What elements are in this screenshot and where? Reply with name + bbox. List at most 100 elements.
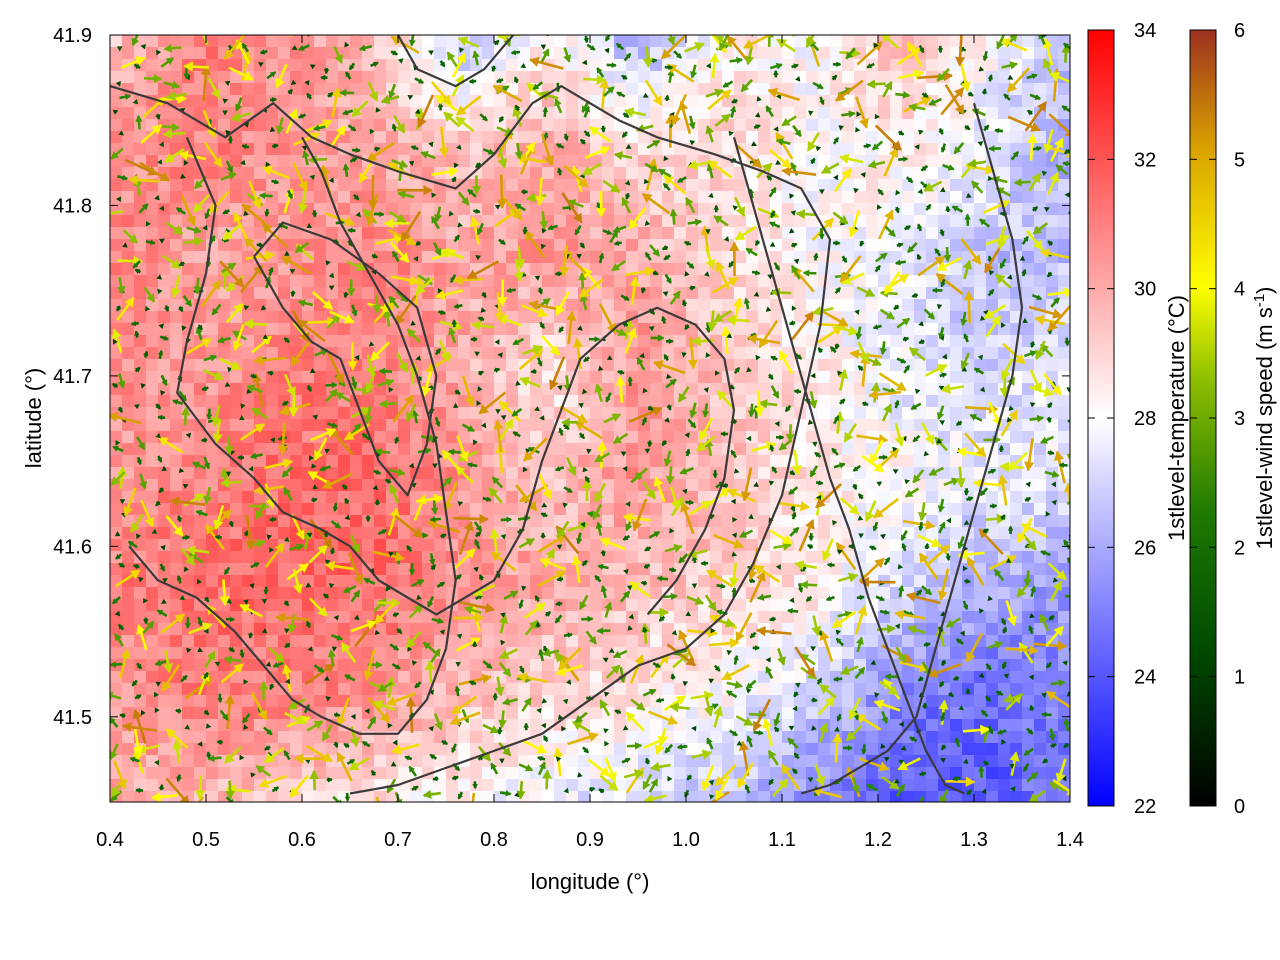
heatmap-cell (722, 227, 735, 240)
heatmap-cell (134, 491, 147, 504)
heatmap-cell (674, 587, 687, 600)
heatmap-cell (1034, 587, 1047, 600)
heatmap-cell (302, 539, 315, 552)
heatmap-cell (842, 383, 855, 396)
heatmap-cell (842, 119, 855, 132)
heatmap-cell (506, 455, 519, 468)
heatmap-cell (818, 119, 831, 132)
heatmap-cell (866, 623, 879, 636)
heatmap-cell (410, 227, 423, 240)
heatmap-cell (254, 119, 267, 132)
heatmap-cell (302, 731, 315, 744)
heatmap-cell (338, 659, 351, 672)
heatmap-cell (998, 83, 1011, 96)
heatmap-cell (794, 287, 807, 300)
heatmap-cell (566, 395, 579, 408)
heatmap-cell (1046, 479, 1059, 492)
heatmap-cell (566, 155, 579, 168)
heatmap-cell (566, 575, 579, 588)
heatmap-cell (434, 263, 447, 276)
heatmap-cell (254, 467, 267, 480)
heatmap-cell (554, 455, 567, 468)
heatmap-cell (386, 527, 399, 540)
heatmap-cell (206, 695, 219, 708)
heatmap-cell (950, 155, 963, 168)
heatmap-cell (194, 479, 207, 492)
heatmap-cell (422, 299, 435, 312)
heatmap-cell (938, 107, 951, 120)
heatmap-cell (938, 287, 951, 300)
heatmap-cell (194, 527, 207, 540)
heatmap-cell (434, 635, 447, 648)
heatmap-cell (914, 359, 927, 372)
heatmap-cell (1046, 227, 1059, 240)
heatmap-cell (686, 179, 699, 192)
heatmap-cell (998, 587, 1011, 600)
heatmap-cell (482, 35, 495, 48)
heatmap-cell (266, 431, 279, 444)
heatmap-cell (362, 395, 375, 408)
heatmap-cell (254, 527, 267, 540)
heatmap-cell (230, 347, 243, 360)
heatmap-cell (830, 191, 843, 204)
heatmap-cell (866, 335, 879, 348)
heatmap-cell (986, 491, 999, 504)
heatmap-cell (530, 551, 543, 564)
heatmap-cell (530, 47, 543, 60)
heatmap-cell (230, 419, 243, 432)
heatmap-cell (122, 47, 135, 60)
heatmap-cell (458, 203, 471, 216)
heatmap-cell (1034, 47, 1047, 60)
heatmap-cell (374, 143, 387, 156)
heatmap-cell (698, 47, 711, 60)
heatmap-cell (626, 683, 639, 696)
heatmap-cell (638, 95, 651, 108)
heatmap-cell (302, 47, 315, 60)
heatmap-cell (626, 359, 639, 372)
heatmap-cell (398, 575, 411, 588)
heatmap-cell (998, 143, 1011, 156)
heatmap-cell (614, 167, 627, 180)
heatmap-cell (254, 131, 267, 144)
heatmap-cell (506, 275, 519, 288)
heatmap-cell (422, 47, 435, 60)
heatmap-cell (758, 383, 771, 396)
heatmap-cell (590, 587, 603, 600)
heatmap-cell (650, 119, 663, 132)
heatmap-cell (518, 683, 531, 696)
heatmap-cell (818, 179, 831, 192)
heatmap-cell (926, 731, 939, 744)
heatmap-cell (218, 59, 231, 72)
heatmap-cell (554, 107, 567, 120)
heatmap-cell (530, 323, 543, 336)
heatmap-cell (938, 347, 951, 360)
heatmap-cell (290, 767, 303, 780)
heatmap-cell (110, 59, 123, 72)
heatmap-cell (710, 143, 723, 156)
heatmap-cell (950, 395, 963, 408)
heatmap-cell (866, 479, 879, 492)
heatmap-cell (302, 83, 315, 96)
heatmap-cell (962, 755, 975, 768)
heatmap-cell (134, 143, 147, 156)
heatmap-cell (374, 227, 387, 240)
heatmap-cell (746, 431, 759, 444)
heatmap-cell (446, 407, 459, 420)
heatmap-cell (614, 95, 627, 108)
heatmap-cell (362, 131, 375, 144)
heatmap-cell (170, 251, 183, 264)
heatmap-cell (350, 35, 363, 48)
heatmap-cell (482, 167, 495, 180)
heatmap-cell (314, 239, 327, 252)
heatmap-cell (806, 551, 819, 564)
heatmap-cell (974, 647, 987, 660)
heatmap-cell (986, 95, 999, 108)
heatmap-cell (938, 131, 951, 144)
heatmap-cell (614, 107, 627, 120)
heatmap-cell (686, 299, 699, 312)
heatmap-cell (530, 395, 543, 408)
heatmap-cell (962, 35, 975, 48)
heatmap-cell (194, 215, 207, 228)
heatmap-cell (314, 359, 327, 372)
